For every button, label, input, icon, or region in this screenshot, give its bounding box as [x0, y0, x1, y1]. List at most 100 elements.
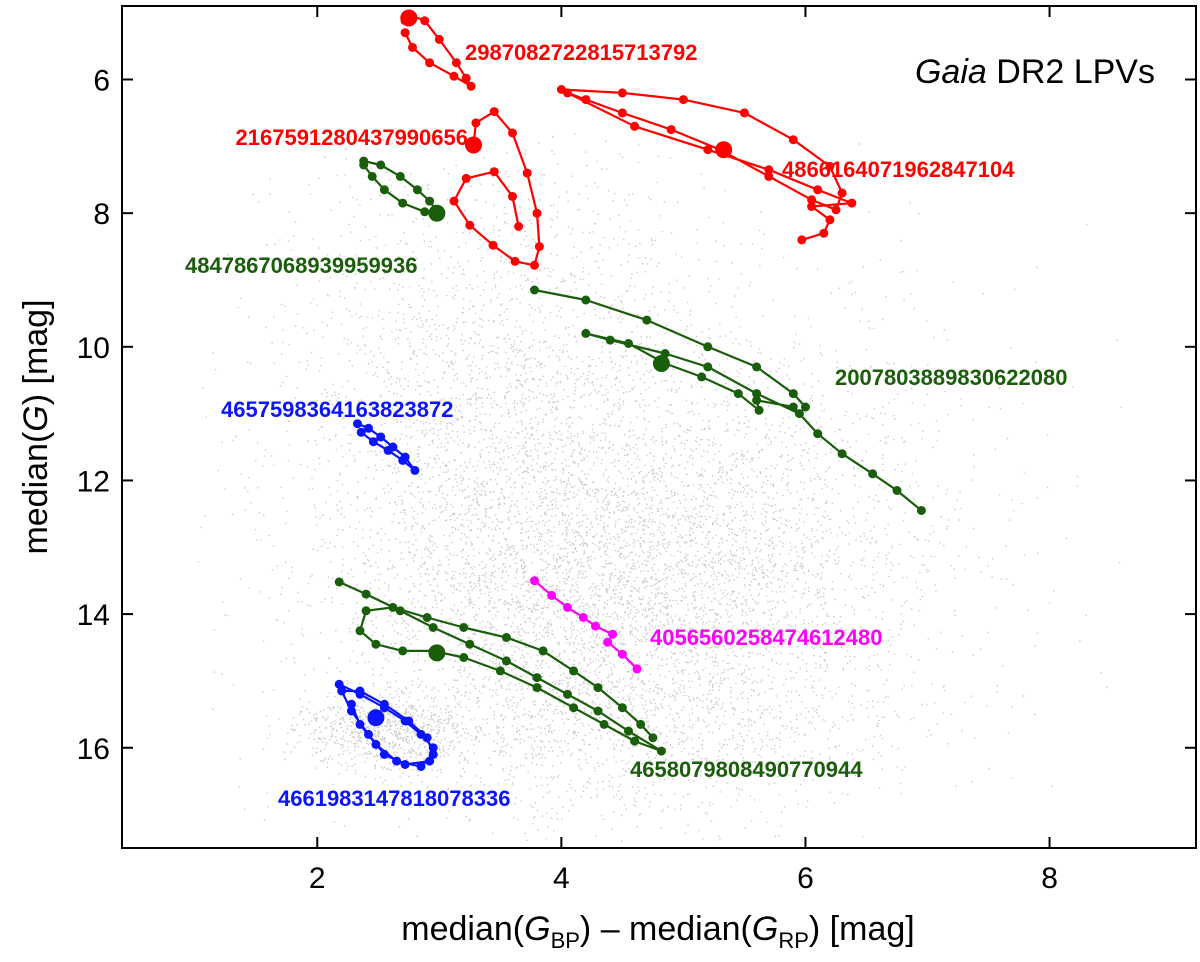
data-point [420, 16, 430, 26]
data-point [813, 185, 823, 195]
data-point [825, 161, 835, 171]
data-point [534, 242, 544, 252]
data-point [752, 395, 762, 405]
data-point [617, 88, 627, 98]
data-point [488, 240, 498, 250]
data-point [371, 639, 381, 649]
y-tick-label: 10 [77, 332, 110, 365]
data-point [825, 215, 835, 225]
series-label: 4661983147818078336 [278, 786, 510, 811]
data-point [459, 623, 469, 632]
data-point [522, 168, 532, 178]
series-label: 2167591280437990656 [236, 125, 468, 150]
data-point [383, 445, 393, 455]
data-point [581, 328, 591, 338]
series-line [534, 288, 923, 512]
data-point [392, 756, 402, 766]
start-marker [428, 204, 446, 222]
start-marker [367, 709, 385, 727]
data-point [593, 683, 603, 693]
data-point [368, 437, 378, 447]
data-point [624, 339, 633, 348]
y-tick-label: 8 [93, 198, 110, 231]
x-tick-label: 6 [797, 862, 814, 895]
series-label: 4657598364163823872 [221, 397, 453, 422]
series-4866164071962847104: 4866164071962847104 [556, 85, 1015, 245]
data-point [514, 222, 524, 231]
plot-frame [121, 5, 1197, 849]
data-point [434, 34, 444, 44]
data-point [465, 639, 475, 649]
y-axis-label: median(G) [mag] [17, 299, 55, 554]
data-point [807, 202, 817, 211]
data-point [459, 653, 469, 662]
data-point [617, 703, 627, 713]
chart-title: Gaia DR2 LPVs [915, 53, 1155, 91]
data-point [489, 167, 499, 177]
x-tick-label: 8 [1041, 862, 1058, 895]
data-point [788, 135, 798, 145]
data-point [355, 686, 365, 696]
data-point [355, 719, 365, 729]
data-point [495, 666, 505, 676]
data-point [359, 160, 369, 170]
data-point [788, 402, 798, 412]
data-point [807, 195, 817, 205]
data-point [449, 71, 459, 81]
data-point [508, 128, 517, 138]
data-point [465, 220, 475, 230]
data-point [632, 664, 642, 674]
data-point [398, 646, 408, 656]
data-point [422, 613, 432, 622]
data-point [395, 171, 405, 181]
data-point [530, 576, 539, 586]
data-point [733, 389, 743, 399]
data-point [489, 107, 499, 117]
series-4658079808490770944: 4658079808490770944 [334, 577, 863, 782]
series-4657598364163823872: 4657598364163823872 [221, 397, 453, 475]
data-point [617, 108, 627, 118]
series-label: 4847867068939959936 [185, 253, 417, 278]
data-point [461, 173, 471, 183]
data-point [630, 121, 640, 131]
data-point [379, 185, 389, 195]
series-label: 4866164071962847104 [782, 157, 1015, 182]
data-point [538, 646, 548, 656]
series-line [452, 110, 541, 267]
data-point [703, 342, 713, 352]
series-line [338, 580, 663, 753]
series-2167591280437990656: 2167591280437990656 [236, 107, 544, 270]
x-axis-label: median(GBP) – median(GRP) [mag] [401, 910, 914, 953]
data-point [355, 626, 365, 636]
data-point [532, 208, 542, 218]
data-point [501, 633, 511, 642]
background-sample-points [197, 133, 1122, 842]
data-point [831, 205, 841, 215]
data-point [569, 666, 579, 676]
data-point [739, 108, 749, 118]
data-point [648, 733, 658, 743]
data-point [563, 602, 572, 612]
data-point [400, 760, 410, 769]
x-tick-label: 2 [309, 862, 326, 895]
axis-ticks: 2 4 6 8 6 8 10 12 14 16 [77, 6, 1196, 895]
y-tick-label: 12 [77, 465, 110, 498]
data-point [603, 637, 613, 647]
data-point [408, 42, 417, 52]
y-tick-label: 6 [93, 65, 110, 98]
data-point [624, 726, 633, 736]
data-point [379, 749, 389, 759]
data-point [752, 389, 762, 399]
data-point [581, 295, 591, 305]
data-point [398, 455, 408, 465]
data-point [398, 198, 408, 208]
data-point [617, 649, 627, 659]
data-point [868, 469, 878, 479]
data-point [471, 118, 481, 128]
data-point [801, 402, 810, 412]
data-point [563, 88, 572, 98]
data-point [916, 506, 926, 515]
data-point [703, 362, 713, 372]
data-point [425, 196, 435, 206]
